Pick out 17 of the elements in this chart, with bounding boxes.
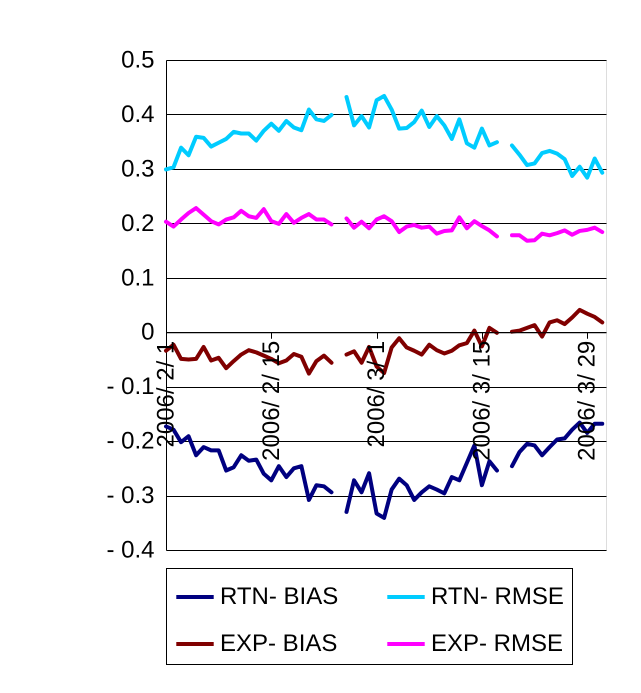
y-tick-label: 0.1 — [121, 264, 154, 292]
legend-label: RTN- RMSE — [431, 583, 564, 610]
y-tick-label: 0.4 — [121, 100, 154, 128]
y-tick-label: - 0.1 — [106, 373, 154, 400]
legend-label: RTN- BIAS — [220, 583, 338, 610]
y-tick-label: - 0.4 — [106, 536, 154, 564]
y-tick-label: - 0.3 — [106, 482, 154, 510]
legend-label: EXP- RMSE — [431, 630, 564, 657]
y-tick-label: 0.2 — [121, 210, 154, 237]
legend-label: EXP- BIAS — [220, 630, 338, 657]
y-tick-label: 0 — [141, 318, 154, 346]
y-tick-label: 0.5 — [121, 46, 154, 74]
y-tick-label: - 0.2 — [106, 428, 154, 455]
y-tick-label: 0.3 — [121, 155, 154, 182]
x-tick-label: 2006/ 3/ 29 — [574, 340, 601, 461]
x-tick-label: 2006/ 3/ 15 — [468, 340, 496, 461]
x-tick-label: 2006/ 3/ 1 — [363, 340, 390, 448]
